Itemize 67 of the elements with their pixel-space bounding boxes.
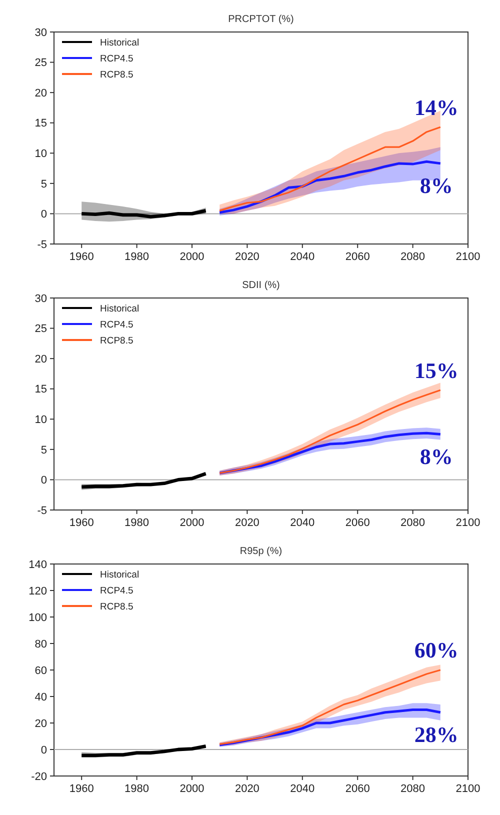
- legend-label: RCP4.5: [100, 53, 134, 64]
- chart-title: SDII (%): [242, 280, 280, 291]
- y-tick-label: -5: [37, 504, 47, 517]
- y-tick-label: 25: [34, 323, 47, 336]
- y-tick-label: -20: [31, 770, 47, 783]
- legend-label: RCP4.5: [100, 585, 134, 596]
- annotation: 8%: [420, 444, 453, 469]
- y-tick-label: 30: [34, 26, 47, 39]
- legend-label: Historical: [100, 569, 140, 580]
- x-tick-label: 1960: [69, 783, 94, 795]
- x-tick-label: 2000: [180, 251, 204, 263]
- y-tick-label: 120: [28, 585, 47, 598]
- y-tick-label: -5: [37, 238, 47, 251]
- y-tick-label: 140: [28, 558, 47, 571]
- x-tick-label: 1980: [124, 517, 150, 529]
- y-tick-label: 60: [34, 664, 47, 677]
- x-tick-label: 1980: [124, 251, 150, 263]
- y-tick-label: 10: [34, 414, 47, 426]
- legend-label: RCP4.5: [100, 319, 134, 330]
- x-tick-label: 1980: [124, 783, 150, 795]
- y-tick-label: 80: [34, 638, 47, 650]
- y-tick-label: 20: [34, 87, 47, 100]
- annotation: 14%: [414, 94, 458, 120]
- x-tick-label: 2080: [400, 783, 426, 795]
- x-tick-label: 2020: [234, 783, 260, 795]
- x-tick-label: 2060: [345, 251, 370, 263]
- x-tick-label: 2080: [400, 517, 426, 529]
- x-tick-label: 2040: [290, 251, 315, 263]
- y-tick-label: 30: [34, 292, 47, 305]
- x-tick-label: 2020: [234, 251, 260, 263]
- chart-title: R95p (%): [240, 546, 282, 557]
- annotation: 8%: [420, 173, 453, 198]
- legend-label: RCP8.5: [100, 335, 134, 346]
- legend-label: Historical: [100, 37, 140, 48]
- y-tick-label: 20: [34, 718, 47, 730]
- x-tick-label: 2060: [345, 783, 370, 795]
- y-tick-label: 20: [34, 353, 47, 366]
- annotation: 28%: [414, 722, 458, 748]
- y-tick-label: 0: [40, 208, 47, 221]
- x-tick-label: 2100: [456, 517, 480, 529]
- y-tick-label: 15: [34, 384, 47, 396]
- y-tick-label: 10: [34, 148, 47, 160]
- y-tick-label: 100: [28, 612, 47, 624]
- x-tick-label: 2000: [180, 783, 204, 795]
- y-tick-label: 15: [34, 118, 47, 130]
- x-tick-label: 2080: [400, 251, 426, 263]
- legend-label: Historical: [100, 303, 140, 314]
- y-tick-label: 40: [34, 691, 47, 704]
- y-tick-label: 25: [34, 57, 47, 70]
- x-tick-label: 2040: [290, 783, 315, 795]
- y-tick-label: 0: [40, 744, 47, 756]
- y-tick-label: 5: [40, 444, 47, 456]
- annotation: 15%: [414, 358, 458, 383]
- x-tick-label: 2060: [345, 517, 370, 529]
- x-tick-label: 2100: [456, 783, 480, 795]
- legend-label: RCP8.5: [100, 69, 134, 80]
- x-tick-label: 2000: [180, 517, 204, 529]
- y-tick-label: 0: [40, 474, 47, 487]
- x-tick-label: 1960: [69, 517, 94, 529]
- x-tick-label: 2020: [234, 517, 260, 529]
- y-tick-label: 5: [40, 178, 47, 190]
- x-tick-label: 1960: [69, 251, 94, 263]
- x-tick-label: 2100: [456, 251, 480, 263]
- x-tick-label: 2040: [290, 517, 315, 529]
- chart-title: PRCPTOT (%): [228, 14, 294, 25]
- annotation: 60%: [414, 638, 458, 663]
- legend-label: RCP8.5: [100, 601, 134, 612]
